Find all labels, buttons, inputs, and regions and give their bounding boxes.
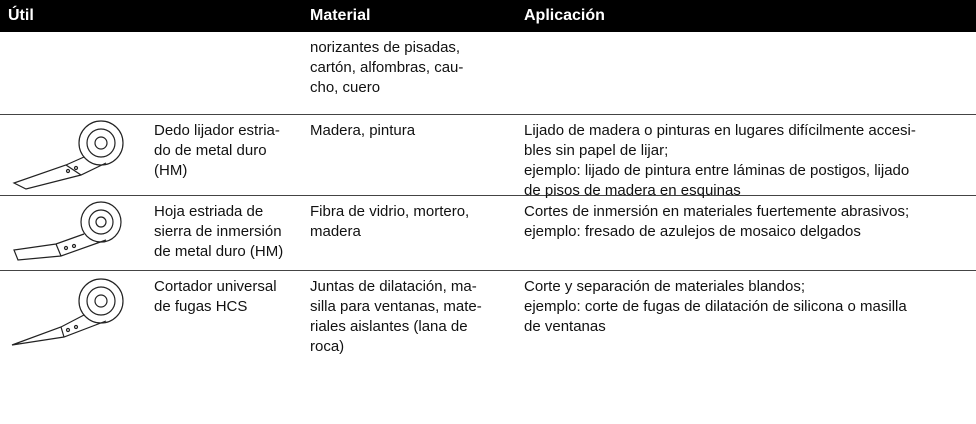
tool-cell: Hoja estriada de sierra de inmersión de me…	[154, 202, 283, 262]
header-cell: Aplicación	[524, 7, 605, 24]
text-line: de fugas HCS	[154, 298, 248, 315]
table-header: Útil Material Aplicación	[0, 0, 976, 32]
application-cell: Corte y separación de materiales blandos…	[524, 277, 907, 337]
material-cell: Madera, pintura	[310, 121, 415, 141]
material-cell: norizantes de pisadas, cartón, alfombras,…	[310, 38, 463, 98]
material-cell: Juntas de dilatación, ma-silla para vent…	[310, 277, 482, 357]
text-line: de ventanas	[524, 318, 606, 335]
text-line: (HM)	[154, 162, 188, 179]
text-line: riales aislantes (lana de	[310, 318, 468, 335]
text-line: Corte y separación de materiales blandos…	[524, 278, 805, 295]
table-row: Dedo lijador estria-do de metal duro (HM)…	[0, 115, 976, 199]
text-line: Juntas de dilatación, ma-	[310, 278, 477, 295]
text-line: roca)	[310, 338, 345, 355]
text-line: sierra de inmersión	[154, 223, 282, 240]
text-line: Dedo lijador estria-	[154, 122, 280, 139]
text-line: de metal duro (HM)	[154, 243, 284, 260]
table-row: Hoja estriada de sierra de inmersión de me…	[0, 196, 976, 271]
text-line: madera	[310, 223, 361, 240]
text-line: ejemplo: corte de fugas de dilatación de…	[524, 298, 907, 315]
text-line: norizantes de pisadas,	[310, 39, 461, 56]
application-cell: Cortes de inmersión en materiales fuerte…	[524, 202, 909, 242]
table-row: norizantes de pisadas, cartón, alfombras,…	[0, 32, 976, 115]
text-line: Cortador universal	[154, 278, 277, 295]
application-cell: Lijado de madera o pinturas en lugares d…	[524, 121, 916, 201]
text-line: Cortes de inmersión en materiales fuerte…	[524, 203, 910, 220]
tool-cell: Cortador universal de fugas HCS	[154, 277, 277, 317]
text-line: cartón, alfombras, cau-	[310, 59, 464, 76]
text-line: Madera, pintura	[310, 122, 416, 139]
tool-icon	[12, 120, 124, 190]
text-line: bles sin papel de lijar;	[524, 142, 669, 159]
text-line: Hoja estriada de	[154, 203, 264, 220]
text-line: Lijado de madera o pinturas en lugares d…	[524, 122, 916, 139]
header-cell: Útil	[8, 7, 34, 24]
text-line: ejemplo: lijado de pintura entre láminas…	[524, 162, 910, 179]
table-row: Cortador universal de fugas HCS Juntas de …	[0, 271, 976, 424]
text-line: silla para ventanas, mate-	[310, 298, 482, 315]
text-line: ejemplo: fresado de azulejos de mosaico …	[524, 223, 861, 240]
text-line: de pisos de madera en esquinas	[524, 182, 741, 199]
text-line: cho, cuero	[310, 79, 381, 96]
tool-cell: Dedo lijador estria-do de metal duro (HM)	[154, 121, 280, 181]
text-line: Fibra de vidrio, mortero,	[310, 203, 470, 220]
tool-icon	[13, 201, 122, 261]
header-cell: Material	[310, 7, 371, 24]
material-cell: Fibra de vidrio, mortero, madera	[310, 202, 469, 242]
text-line: do de metal duro	[154, 142, 267, 159]
tool-icon	[11, 278, 124, 346]
